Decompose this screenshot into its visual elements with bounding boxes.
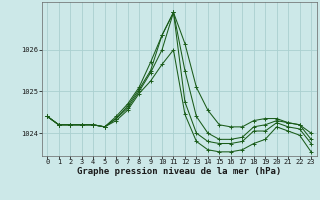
X-axis label: Graphe pression niveau de la mer (hPa): Graphe pression niveau de la mer (hPa): [77, 167, 281, 176]
